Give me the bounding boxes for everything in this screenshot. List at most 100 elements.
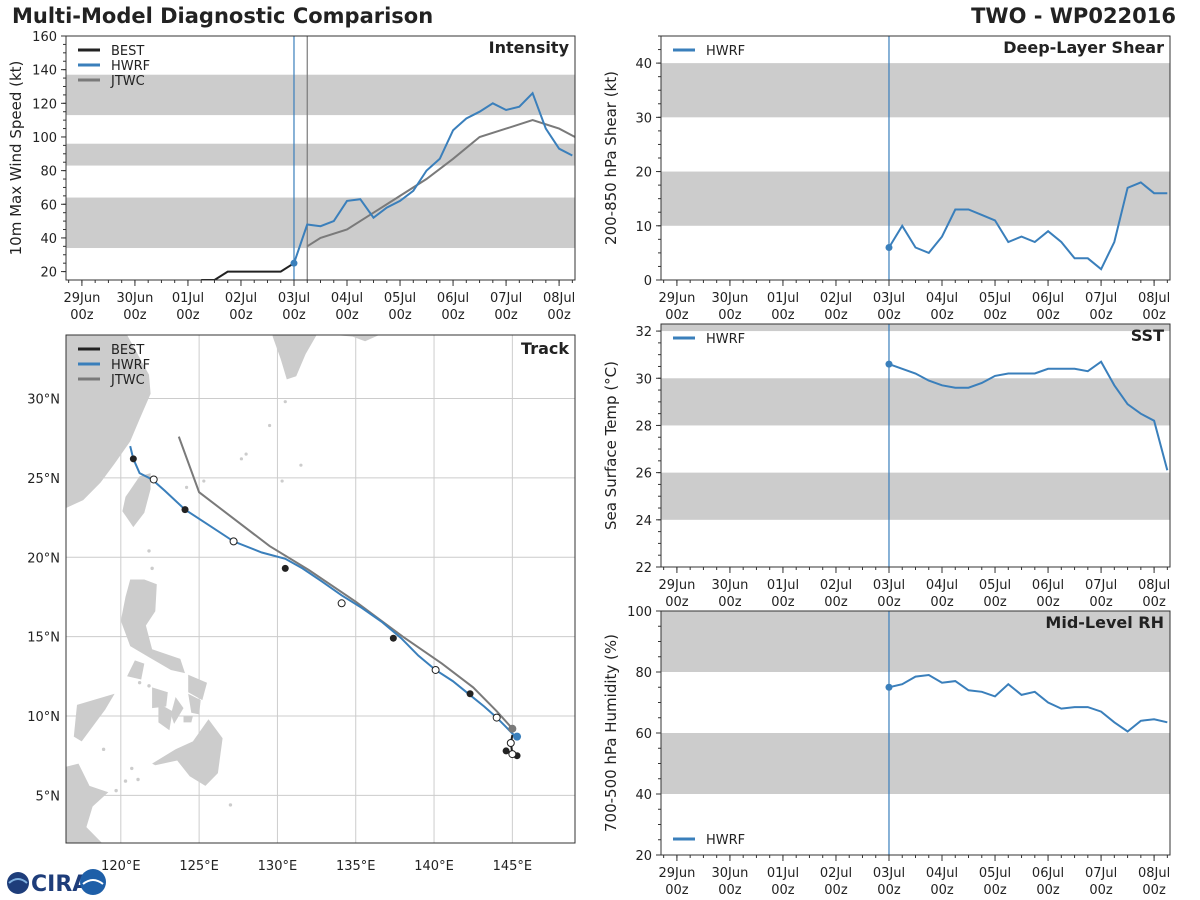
y-tick-label: 60 — [635, 727, 652, 742]
x-tick-hour-label: 00z — [1142, 308, 1166, 323]
palawan-island — [73, 693, 115, 742]
track-daily-marker — [389, 634, 397, 642]
y-tick-label: 20 — [635, 849, 652, 864]
x-tick-date-label: 08Jul — [1138, 866, 1170, 881]
y-axis-label: 10m Max Wind Speed (kt) — [7, 61, 25, 256]
ryukyu-islet — [202, 479, 206, 483]
legend-label: JTWC — [110, 373, 145, 388]
islet — [101, 747, 106, 752]
bohol-island — [183, 716, 193, 723]
x-tick-hour-label: 00z — [665, 595, 689, 610]
threshold-band — [661, 171, 1170, 226]
threshold-band — [661, 63, 1170, 118]
globe-icon — [7, 872, 29, 894]
lon-label: 120°E — [101, 859, 141, 874]
x-tick-date-label: 04Jul — [926, 578, 958, 593]
threshold-band — [66, 143, 575, 166]
series-line-jtwc — [306, 119, 575, 248]
x-tick-hour-label: 00z — [547, 308, 571, 323]
panel-title: Track — [521, 339, 569, 358]
legend-label: HWRF — [111, 59, 150, 74]
lon-label: 135°E — [336, 859, 376, 874]
y-tick-label: 20 — [635, 166, 652, 181]
x-tick-hour-label: 00z — [1142, 595, 1166, 610]
x-tick-date-label: 29Jun — [658, 866, 695, 881]
x-tick-hour-label: 00z — [771, 595, 795, 610]
panel-title: Deep-Layer Shear — [1003, 38, 1164, 57]
islet — [123, 779, 128, 783]
y-axis-label: Sea Surface Temp (°C) — [602, 361, 620, 530]
mindanao-island — [152, 719, 223, 786]
y-axis-label: 700-500 hPa Humidity (%) — [602, 634, 620, 832]
x-tick-date-label: 01Jul — [767, 866, 799, 881]
x-tick-hour-label: 00z — [983, 883, 1007, 898]
x-tick-hour-label: 00z — [665, 308, 689, 323]
legend-label: JTWC — [110, 74, 145, 89]
x-tick-date-label: 07Jul — [1085, 291, 1117, 306]
x-tick-hour-label: 00z — [824, 883, 848, 898]
track-halfday-marker — [229, 537, 238, 546]
track-line-hwrf — [129, 445, 517, 738]
x-tick-date-label: 05Jul — [979, 578, 1011, 593]
lat-label: 15°N — [27, 631, 60, 646]
hwrf-start-marker — [513, 732, 522, 741]
x-tick-hour-label: 00z — [335, 308, 359, 323]
x-tick-hour-label: 00z — [824, 595, 848, 610]
x-tick-date-label: 29Jun — [658, 578, 695, 593]
track-halfday-marker — [149, 475, 158, 484]
x-tick-hour-label: 00z — [718, 883, 742, 898]
x-tick-date-label: 07Jul — [1085, 866, 1117, 881]
threshold-band — [661, 611, 1170, 672]
x-tick-date-label: 08Jul — [1138, 578, 1170, 593]
negros-island — [158, 703, 173, 731]
x-tick-date-label: 30Jun — [711, 291, 748, 306]
lat-label: 25°N — [27, 472, 60, 487]
series-line-hwrf — [888, 360, 1169, 471]
y-tick-label: 100 — [627, 605, 652, 620]
x-tick-hour-label: 00z — [123, 308, 147, 323]
start-marker — [885, 243, 893, 251]
legend-label: BEST — [111, 44, 144, 59]
x-tick-date-label: 29Jun — [63, 291, 100, 306]
track-line-jtwc — [177, 436, 514, 730]
x-tick-date-label: 30Jun — [116, 291, 153, 306]
y-tick-label: 120 — [32, 97, 57, 112]
lon-label: 130°E — [258, 859, 298, 874]
lon-label: 145°E — [493, 859, 533, 874]
x-tick-date-label: 01Jul — [767, 578, 799, 593]
panel-track: 120°E 125°E 130°E 135°E 140°E 145°E 5°N 10°N 15°… — [27, 334, 576, 874]
ryukyu-islet — [299, 463, 303, 467]
x-tick-hour-label: 00z — [930, 595, 954, 610]
islet — [114, 788, 118, 793]
samar-island — [188, 674, 207, 701]
y-tick-label: 80 — [635, 666, 652, 681]
ryukyu-islet — [184, 485, 189, 489]
x-tick-hour-label: 00z — [877, 595, 901, 610]
threshold-band — [661, 378, 1170, 426]
ryukyu-islet — [283, 400, 287, 404]
x-tick-date-label: 02Jul — [820, 291, 852, 306]
x-tick-date-label: 08Jul — [1138, 291, 1170, 306]
x-tick-hour-label: 00z — [983, 595, 1007, 610]
panel-sst: 22 24 26 28 30 32 29Jun 00z 30Jun 00z 01Jul 00z 02Ju… — [602, 323, 1171, 610]
x-tick-date-label: 06Jul — [437, 291, 469, 306]
x-tick-date-label: 05Jul — [979, 291, 1011, 306]
x-tick-hour-label: 00z — [1036, 595, 1060, 610]
x-tick-hour-label: 00z — [441, 308, 465, 323]
threshold-band — [661, 324, 1170, 332]
x-tick-date-label: 03Jul — [873, 578, 905, 593]
cira-logo: CIRA — [7, 869, 106, 897]
track-daily-marker — [129, 455, 137, 463]
islet — [147, 549, 151, 553]
globe-swirl — [8, 878, 28, 884]
x-tick-date-label: 04Jul — [926, 866, 958, 881]
storm-id: TWO - WP022016 — [971, 4, 1176, 28]
track-halfday-marker — [506, 738, 515, 747]
x-tick-date-label: 29Jun — [658, 291, 695, 306]
luzon-island — [120, 579, 185, 674]
islet — [147, 684, 151, 688]
x-tick-hour-label: 00z — [665, 883, 689, 898]
islet — [130, 766, 134, 771]
track-daily-marker — [181, 506, 189, 514]
x-tick-date-label: 03Jul — [278, 291, 310, 306]
